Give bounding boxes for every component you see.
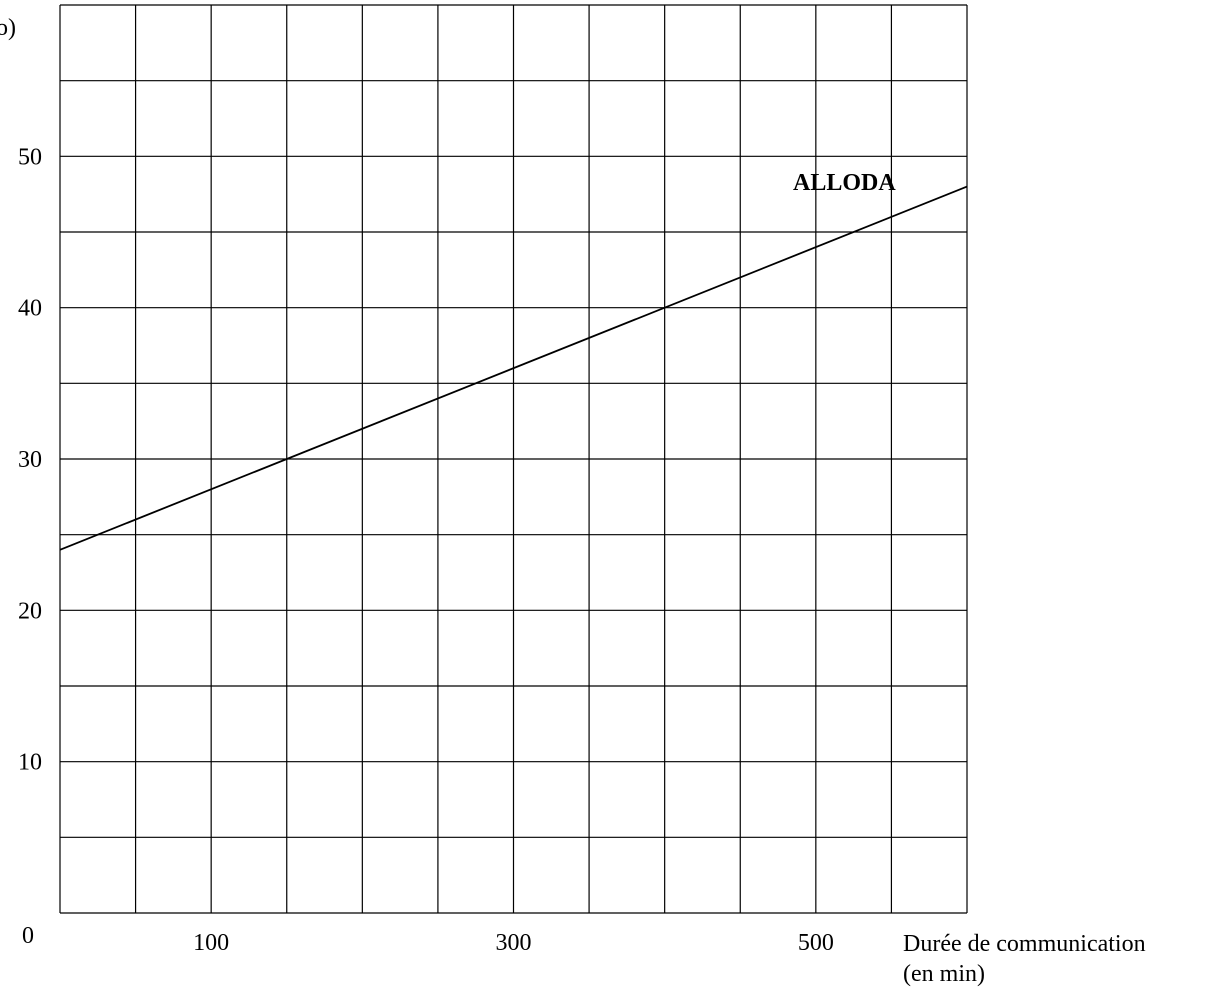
x-axis-label-line2: (en min): [903, 961, 985, 987]
y-tick-label: 50: [18, 144, 42, 170]
y-tick-label: 40: [18, 296, 42, 322]
x-axis-label-line1: Durée de communication: [903, 931, 1146, 957]
x-tick-label: 100: [193, 930, 229, 956]
y-axis-label: o): [0, 15, 16, 41]
series-layer: [59, 185, 968, 551]
y-tick-label: 30: [18, 447, 42, 473]
grid: [59, 4, 968, 914]
tick-labels: 100 300 500 10 20 30 40 50: [18, 144, 834, 956]
origin-label: 0: [22, 923, 34, 949]
series-label-alloda: ALLODA: [793, 170, 896, 196]
y-tick-label: 20: [18, 598, 42, 624]
x-axis-label: Durée de communication (en min): [903, 929, 1146, 989]
x-tick-label: 300: [496, 930, 532, 956]
x-tick-label: 500: [798, 930, 834, 956]
y-tick-label: 10: [18, 750, 42, 776]
series-line-alloda: [59, 185, 968, 551]
